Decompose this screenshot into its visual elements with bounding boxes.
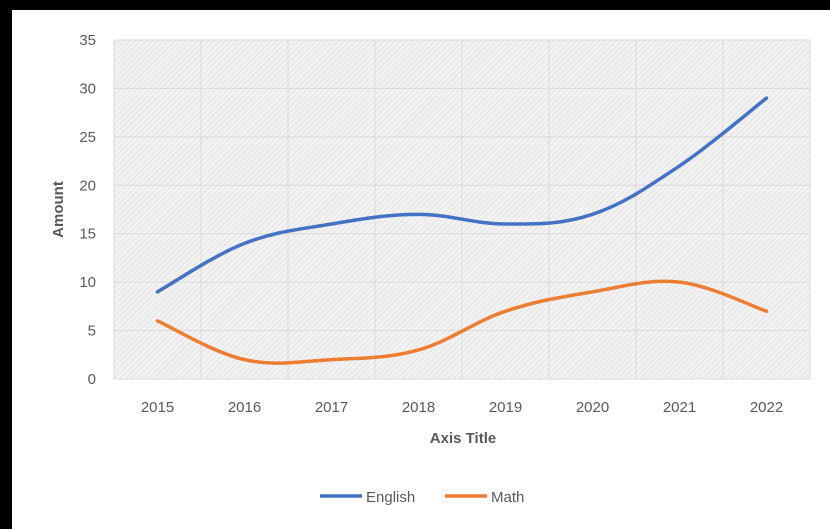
x-tick-label: 2016 bbox=[228, 399, 261, 416]
y-axis-ticks: 0 5 10 15 20 25 30 35 bbox=[79, 32, 96, 388]
x-tick-label: 2018 bbox=[402, 399, 435, 416]
y-tick-label: 0 bbox=[88, 371, 96, 388]
y-tick-label: 15 bbox=[79, 226, 96, 243]
x-tick-label: 2020 bbox=[576, 399, 609, 416]
series-lines bbox=[155, 96, 769, 365]
legend-label: English bbox=[366, 489, 415, 506]
y-tick-label: 30 bbox=[79, 80, 96, 97]
legend-label: Math bbox=[491, 489, 524, 506]
x-axis-title: Axis Title bbox=[430, 430, 496, 447]
legend: English Math bbox=[320, 489, 524, 506]
y-tick-label: 20 bbox=[79, 177, 96, 194]
y-tick-label: 5 bbox=[88, 323, 96, 340]
series-english bbox=[155, 96, 769, 294]
y-tick-label: 25 bbox=[79, 129, 96, 146]
x-axis-ticks: 2015 2016 2017 2018 2019 2020 2021 2022 bbox=[141, 399, 783, 416]
series-line-math bbox=[155, 279, 769, 365]
y-axis-title: Amount bbox=[50, 181, 67, 238]
x-tick-label: 2015 bbox=[141, 399, 174, 416]
x-tick-label: 2017 bbox=[315, 399, 348, 416]
legend-item-math: Math bbox=[445, 489, 524, 506]
x-tick-label: 2021 bbox=[663, 399, 696, 416]
series-line-english bbox=[155, 96, 769, 294]
legend-item-english: English bbox=[320, 489, 415, 506]
y-tick-label: 35 bbox=[79, 32, 96, 49]
x-tick-label: 2019 bbox=[489, 399, 522, 416]
series-math bbox=[155, 279, 769, 365]
y-tick-label: 10 bbox=[79, 274, 96, 291]
x-tick-label: 2022 bbox=[750, 399, 783, 416]
gridlines bbox=[113, 39, 811, 380]
